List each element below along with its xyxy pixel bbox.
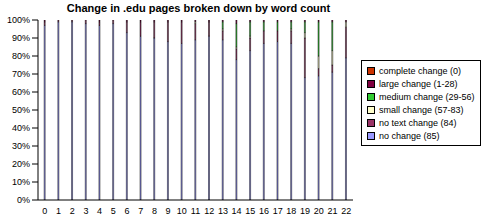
- html-text:Change in .edu pages broken do: Change in .edu pages broken down by word…: [66, 2, 331, 14]
- svg-text:12: 12: [204, 206, 214, 216]
- html-text:large change (1-28): large change (1-28): [379, 78, 458, 89]
- svg-text:10%: 10%: [12, 177, 30, 187]
- svg-text:90%: 90%: [12, 33, 30, 43]
- svg-text:70%: 70%: [12, 69, 30, 79]
- svg-text:60%: 60%: [12, 87, 30, 97]
- svg-text:10: 10: [177, 206, 187, 216]
- svg-text:30%: 30%: [12, 141, 30, 151]
- svg-text:6: 6: [125, 206, 130, 216]
- html-text:no text change (84): no text change (84): [379, 117, 457, 128]
- svg-text:40%: 40%: [12, 123, 30, 133]
- svg-text:1: 1: [56, 206, 61, 216]
- svg-text:20: 20: [314, 206, 324, 216]
- svg-text:22: 22: [341, 206, 351, 216]
- svg-text:17: 17: [273, 206, 283, 216]
- svg-text:5: 5: [111, 206, 116, 216]
- svg-text:19: 19: [300, 206, 310, 216]
- svg-text:20%: 20%: [12, 159, 30, 169]
- svg-text:100%: 100%: [8, 16, 30, 25]
- svg-text:7: 7: [138, 206, 143, 216]
- svg-text:9: 9: [166, 206, 171, 216]
- svg-text:50%: 50%: [12, 105, 30, 115]
- svg-text:8: 8: [152, 206, 157, 216]
- html-text:small change (57-83): small change (57-83): [379, 104, 464, 115]
- svg-text:21: 21: [327, 206, 337, 216]
- html-text:complete change (0): complete change (0): [379, 65, 461, 76]
- html-text:no change (85): no change (85): [379, 130, 440, 141]
- svg-text:13: 13: [218, 206, 228, 216]
- svg-text:2: 2: [70, 206, 75, 216]
- svg-text:11: 11: [191, 206, 200, 216]
- svg-text:18: 18: [286, 206, 296, 216]
- html-text:medium change (29-56): medium change (29-56): [379, 91, 475, 102]
- svg-text:4: 4: [97, 206, 102, 216]
- svg-text:3: 3: [83, 206, 88, 216]
- svg-text:0%: 0%: [17, 195, 30, 205]
- svg-text:0: 0: [42, 206, 47, 216]
- svg-text:14: 14: [232, 206, 242, 216]
- svg-text:80%: 80%: [12, 51, 30, 61]
- svg-text:16: 16: [259, 206, 269, 216]
- svg-text:15: 15: [245, 206, 255, 216]
